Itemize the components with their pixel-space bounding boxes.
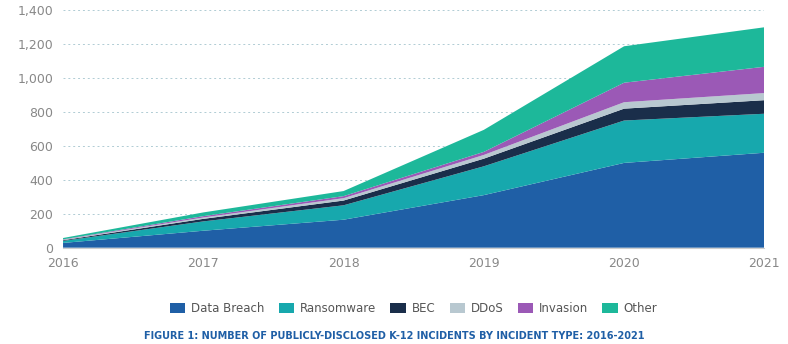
- Text: FIGURE 1: NUMBER OF PUBLICLY-DISCLOSED K-12 INCIDENTS BY INCIDENT TYPE: 2016-202: FIGURE 1: NUMBER OF PUBLICLY-DISCLOSED K…: [143, 331, 645, 341]
- Legend: Data Breach, Ransomware, BEC, DDoS, Invasion, Other: Data Breach, Ransomware, BEC, DDoS, Inva…: [164, 296, 663, 321]
